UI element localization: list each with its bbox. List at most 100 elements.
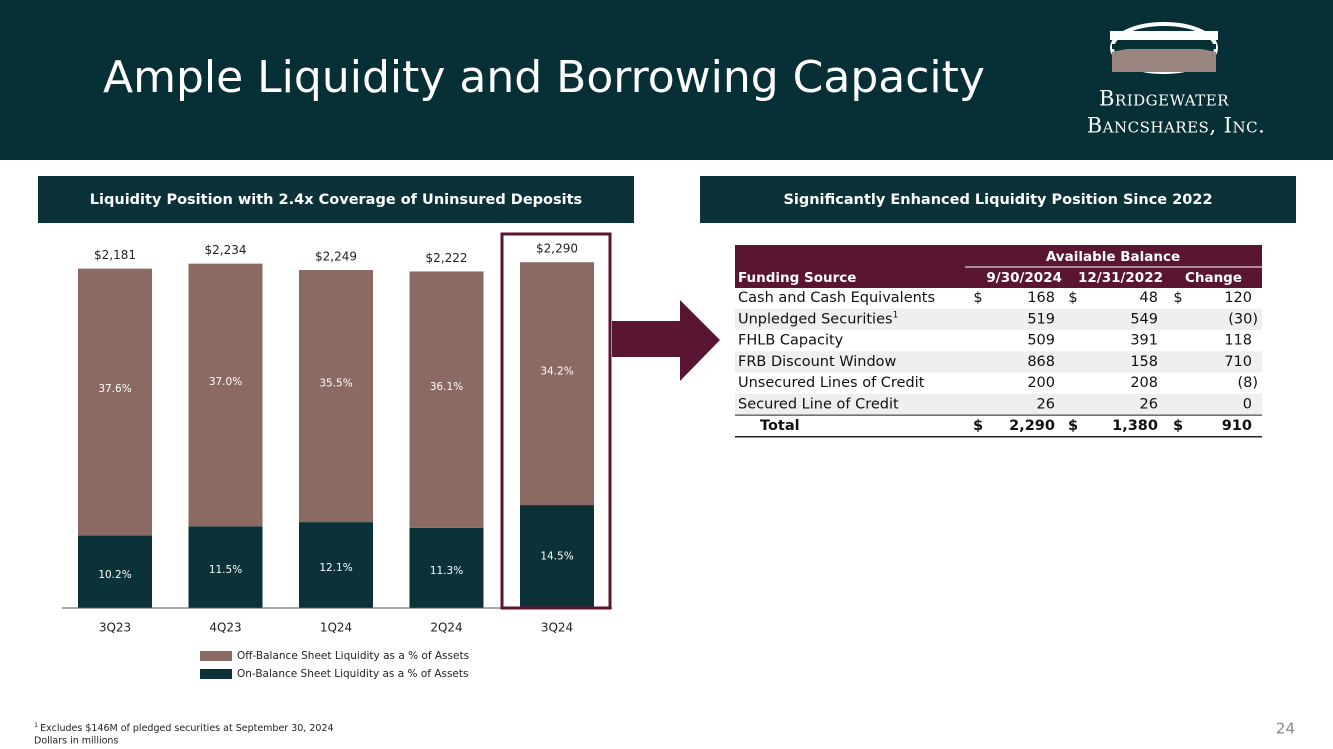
bar-segment bbox=[188, 526, 263, 608]
cell: 519 bbox=[1027, 311, 1055, 327]
segment-label: 10.2% bbox=[98, 569, 131, 581]
total-label: $2,249 bbox=[315, 250, 357, 264]
legend-label: On-Balance Sheet Liquidity as a % of Ass… bbox=[237, 668, 468, 680]
cell: 549 bbox=[1130, 311, 1158, 327]
panel-title: Liquidity Position with 2.4x Coverage of… bbox=[90, 192, 582, 208]
footnote-text: Excludes $146M of pledged securities at … bbox=[40, 723, 333, 734]
cell: 200 bbox=[1027, 375, 1055, 391]
bar-segment bbox=[78, 268, 152, 536]
cell: 168 bbox=[1027, 290, 1055, 306]
arrow bbox=[612, 300, 720, 381]
segment-label: 14.5% bbox=[540, 551, 573, 563]
group-header: Available Balance bbox=[1046, 249, 1180, 265]
table: Available Balance Funding Source 9/30/2024… bbox=[735, 245, 1262, 438]
row-stripe bbox=[735, 308, 1262, 330]
row-stripe bbox=[735, 393, 1262, 416]
x-tick-label: 4Q23 bbox=[209, 621, 241, 635]
row-label-text: Unsecured Lines of Credit bbox=[738, 375, 925, 391]
logo-text: Bridgewater bbox=[1099, 87, 1229, 111]
currency: $ bbox=[1173, 418, 1183, 434]
currency: $ bbox=[973, 290, 982, 306]
legend-swatch bbox=[200, 651, 232, 661]
chart: 10.2% 37.6% $2,181 3Q23 11.5% 37.0% $2,234 4Q23… bbox=[62, 242, 612, 680]
bar-segment bbox=[299, 270, 373, 523]
logo-text: Bancshares, Inc. bbox=[1087, 114, 1266, 138]
page-number: 24 bbox=[1276, 720, 1295, 738]
column-header: 12/31/2022 bbox=[1078, 270, 1163, 286]
total-label: $2,290 bbox=[536, 242, 578, 256]
segment-label: 35.5% bbox=[319, 377, 352, 389]
currency: $ bbox=[1068, 290, 1077, 306]
cell: 208 bbox=[1130, 375, 1158, 391]
cell: 120 bbox=[1224, 290, 1252, 306]
logo-bar bbox=[1110, 31, 1218, 40]
segment-label: 36.1% bbox=[430, 381, 463, 393]
cell: (30) bbox=[1228, 311, 1258, 327]
cell: 26 bbox=[1140, 397, 1158, 413]
cell: 1,380 bbox=[1112, 418, 1158, 434]
row-label: Total bbox=[760, 418, 800, 434]
segment-label: 37.0% bbox=[209, 376, 242, 388]
row-label-text: Unpledged Securities bbox=[738, 311, 893, 327]
row-stripe bbox=[735, 351, 1262, 373]
slide-title: Ample Liquidity and Borrowing Capacity bbox=[103, 52, 985, 103]
panel-title: Significantly Enhanced Liquidity Positio… bbox=[783, 192, 1212, 208]
logo-gap bbox=[1112, 44, 1216, 49]
segment-label: 34.2% bbox=[540, 365, 573, 377]
footnote-mark: 1 bbox=[34, 721, 38, 729]
logo-base bbox=[1112, 46, 1216, 72]
cell: 118 bbox=[1224, 333, 1252, 349]
cell: 910 bbox=[1222, 418, 1252, 434]
column-header: Funding Source bbox=[738, 270, 856, 286]
bar-segment bbox=[299, 522, 373, 608]
cell: (8) bbox=[1237, 375, 1258, 391]
segment-label: 11.5% bbox=[209, 564, 242, 576]
x-tick-label: 3Q24 bbox=[541, 621, 573, 635]
currency: $ bbox=[973, 418, 983, 434]
total-label: $2,181 bbox=[94, 248, 136, 262]
x-tick-label: 2Q24 bbox=[430, 621, 462, 635]
cell: 158 bbox=[1130, 354, 1158, 370]
row-label: FHLB Capacity bbox=[738, 333, 844, 349]
x-tick-label: 3Q23 bbox=[99, 621, 131, 635]
logo bbox=[1110, 22, 1218, 74]
cell: 509 bbox=[1027, 333, 1055, 349]
bar-segment bbox=[409, 271, 484, 528]
cell: 391 bbox=[1130, 333, 1158, 349]
cell: 868 bbox=[1027, 354, 1055, 370]
legend-swatch bbox=[200, 669, 232, 679]
legend-label: Off-Balance Sheet Liquidity as a % of As… bbox=[237, 650, 469, 662]
row-label: Secured Line of Credit bbox=[738, 397, 899, 413]
bar-segment bbox=[188, 263, 263, 527]
note-mark: 1 bbox=[893, 310, 899, 320]
currency: $ bbox=[1173, 290, 1182, 306]
row-label: Unpledged Securities1 bbox=[738, 310, 898, 328]
cell: 2,290 bbox=[1009, 418, 1055, 434]
cell: 710 bbox=[1224, 354, 1252, 370]
bar-segment bbox=[78, 535, 152, 608]
segment-label: 37.6% bbox=[98, 383, 131, 395]
segment-label: 12.1% bbox=[319, 562, 352, 574]
column-header: 9/30/2024 bbox=[986, 270, 1062, 286]
header-band bbox=[0, 0, 1333, 160]
column-header: Change bbox=[1185, 270, 1242, 286]
total-label: $2,222 bbox=[426, 251, 468, 265]
panel-header bbox=[700, 176, 1296, 223]
units-note: Dollars in millions bbox=[34, 736, 118, 747]
row-label-text: Cash and Cash Equivalents bbox=[738, 290, 935, 306]
row-label: FRB Discount Window bbox=[738, 354, 897, 370]
highlight-box bbox=[500, 232, 612, 610]
bar-segment bbox=[409, 527, 484, 608]
row-label: Unsecured Lines of Credit bbox=[738, 375, 925, 391]
currency: $ bbox=[1068, 418, 1078, 434]
row-label-text: FHLB Capacity bbox=[738, 333, 844, 349]
panel-header bbox=[38, 176, 634, 223]
footnote: 1 Excludes $146M of pledged securities at… bbox=[34, 721, 334, 734]
cell: 0 bbox=[1243, 397, 1252, 413]
row-label: Cash and Cash Equivalents bbox=[738, 290, 935, 306]
row-label-text: Secured Line of Credit bbox=[738, 397, 899, 413]
x-tick-label: 1Q24 bbox=[320, 621, 352, 635]
row-label-text: FRB Discount Window bbox=[738, 354, 897, 370]
